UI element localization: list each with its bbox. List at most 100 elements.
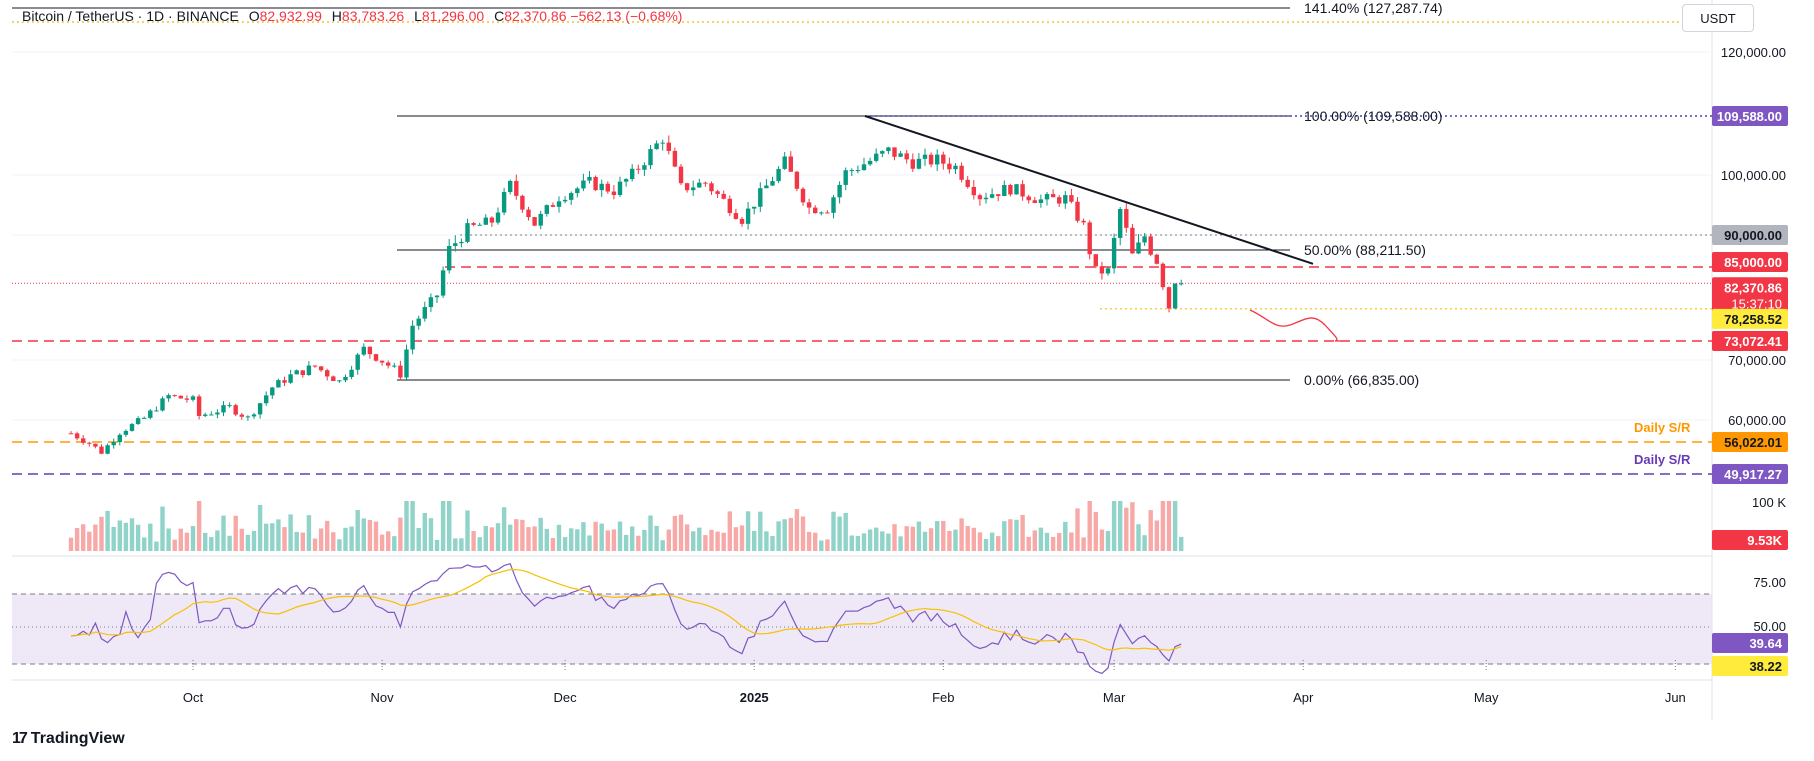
candle-body bbox=[825, 212, 830, 214]
candle-body bbox=[666, 142, 671, 151]
volume-bar bbox=[1063, 521, 1068, 551]
volume-tag bbox=[1712, 530, 1788, 550]
candle-body bbox=[636, 168, 641, 170]
volume-bar bbox=[398, 517, 403, 551]
volume-bar bbox=[367, 519, 373, 551]
candle-body bbox=[642, 165, 647, 170]
candle-body bbox=[1063, 195, 1068, 204]
volume-bar bbox=[416, 527, 421, 551]
candle-body bbox=[508, 180, 513, 193]
candles-layer bbox=[68, 135, 1184, 455]
support-73k-tag-text: 73,072.41 bbox=[1724, 334, 1782, 349]
time-tick: Mar bbox=[1103, 690, 1126, 705]
candle-body bbox=[1050, 194, 1056, 198]
candle-body bbox=[123, 430, 129, 435]
candle-body bbox=[379, 360, 385, 363]
candle-body bbox=[782, 156, 787, 169]
volume-bar bbox=[270, 523, 275, 551]
volume-bar bbox=[355, 510, 360, 551]
volume-bar bbox=[68, 537, 74, 551]
daily-sr-purple-label: Daily S/R bbox=[1634, 452, 1691, 467]
volume-bar bbox=[855, 536, 861, 551]
volume-bar bbox=[465, 510, 470, 551]
candle-body bbox=[227, 405, 232, 407]
volume-bar bbox=[1008, 519, 1013, 551]
volume-bar bbox=[501, 507, 507, 551]
volume-bar bbox=[203, 532, 208, 551]
candle-body bbox=[1172, 283, 1178, 309]
rsi-ma-tag bbox=[1712, 656, 1788, 676]
candle-body bbox=[154, 410, 159, 412]
volume-bar bbox=[447, 501, 452, 551]
volume-bar bbox=[1038, 527, 1044, 551]
volume-layer bbox=[68, 501, 1184, 551]
volume-bar bbox=[806, 531, 812, 551]
volume-bar bbox=[81, 524, 86, 551]
candle-body bbox=[1014, 184, 1019, 195]
ath-price-tag bbox=[1712, 106, 1788, 126]
candle-body bbox=[416, 318, 421, 326]
volume-bar bbox=[227, 535, 232, 551]
price-tick: 60,000.00 bbox=[1728, 413, 1786, 428]
volume-bar bbox=[617, 521, 623, 551]
candle-body bbox=[697, 182, 702, 188]
volume-bar bbox=[880, 531, 885, 551]
candle-body bbox=[172, 395, 177, 397]
volume-bar bbox=[611, 529, 617, 551]
volume-bar bbox=[1075, 508, 1080, 551]
volume-bar bbox=[264, 523, 269, 551]
currency-button[interactable]: USDT bbox=[1682, 4, 1754, 32]
candle-body bbox=[1044, 194, 1050, 200]
candle-body bbox=[1020, 184, 1025, 197]
candle-body bbox=[373, 354, 379, 361]
candle-body bbox=[556, 201, 562, 207]
candle-body bbox=[148, 410, 153, 418]
volume-bar bbox=[154, 541, 159, 551]
volume-bar bbox=[111, 526, 116, 551]
volume-bar bbox=[514, 519, 519, 551]
volume-bar bbox=[245, 534, 251, 551]
candle-body bbox=[471, 223, 476, 225]
volume-bar bbox=[721, 532, 726, 551]
change-value: −562.13 (−0.68%) bbox=[570, 8, 683, 24]
volume-bar bbox=[630, 526, 635, 551]
volume-bar bbox=[428, 518, 434, 551]
candle-body bbox=[843, 170, 848, 185]
descending-trendline[interactable] bbox=[864, 115, 1314, 265]
candle-body bbox=[398, 365, 403, 378]
volume-bar bbox=[1172, 501, 1178, 551]
volume-bar bbox=[404, 501, 409, 551]
candle-body bbox=[129, 424, 135, 431]
volume-bar bbox=[1124, 507, 1129, 551]
volume-bar bbox=[965, 525, 970, 551]
candle-body bbox=[215, 412, 220, 415]
tradingview-brand[interactable]: 17 TradingView bbox=[12, 730, 125, 748]
volume-bar bbox=[831, 511, 836, 551]
volume-bar bbox=[251, 530, 257, 551]
candle-body bbox=[203, 414, 208, 416]
candle-body bbox=[678, 166, 684, 184]
volume-bar bbox=[764, 531, 769, 551]
volume-bar bbox=[752, 530, 757, 551]
volume-bar bbox=[1105, 530, 1111, 551]
candle-body bbox=[1166, 287, 1172, 309]
tradingview-logo-icon: 17 bbox=[12, 730, 28, 747]
candle-body bbox=[916, 158, 922, 169]
volume-bar bbox=[776, 521, 781, 551]
candle-body bbox=[605, 183, 610, 192]
candle-body bbox=[550, 205, 556, 207]
projected-path bbox=[1249, 309, 1340, 342]
volume-bar bbox=[837, 516, 842, 551]
candle-body bbox=[996, 194, 1001, 197]
candle-body bbox=[1038, 199, 1044, 203]
volume-bar bbox=[715, 531, 720, 551]
volume-bar bbox=[288, 514, 293, 551]
candle-body bbox=[1099, 266, 1105, 274]
candle-body bbox=[721, 193, 726, 199]
candle-body bbox=[453, 243, 458, 247]
candle-body bbox=[239, 414, 244, 417]
symbol-title[interactable]: Bitcoin / TetherUS · 1D · BINANCE bbox=[22, 8, 239, 24]
candle-body bbox=[440, 270, 446, 296]
volume-bar bbox=[337, 539, 342, 551]
